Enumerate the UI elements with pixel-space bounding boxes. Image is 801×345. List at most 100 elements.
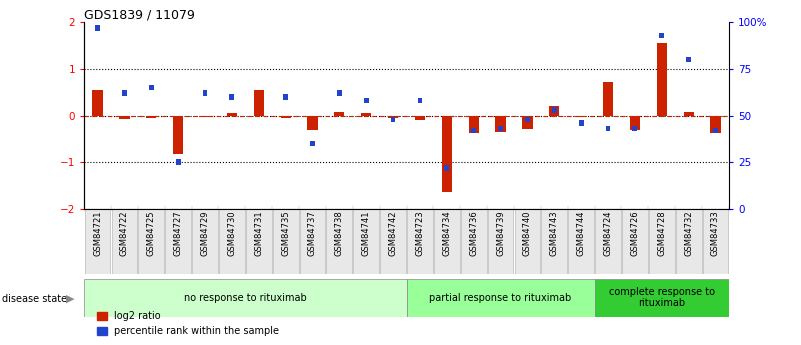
Text: GSM84741: GSM84741	[362, 211, 371, 256]
FancyBboxPatch shape	[407, 209, 433, 274]
Bar	[415, 116, 425, 120]
Bar	[149, 85, 154, 90]
Text: GSM84740: GSM84740	[523, 211, 532, 256]
Text: GSM84737: GSM84737	[308, 211, 317, 256]
Bar	[576, 116, 586, 117]
Bar	[441, 116, 452, 193]
Text: GSM84727: GSM84727	[174, 211, 183, 256]
FancyBboxPatch shape	[272, 209, 299, 274]
Bar	[280, 116, 291, 118]
Bar	[552, 107, 557, 113]
Bar	[227, 113, 237, 116]
Bar	[710, 116, 721, 133]
FancyBboxPatch shape	[406, 278, 594, 317]
FancyBboxPatch shape	[84, 278, 406, 317]
Text: GSM84734: GSM84734	[442, 211, 451, 256]
Bar	[92, 90, 103, 116]
Bar	[471, 128, 476, 133]
Text: no response to rituximab: no response to rituximab	[184, 293, 307, 303]
Text: GSM84733: GSM84733	[711, 211, 720, 256]
FancyBboxPatch shape	[300, 209, 325, 274]
FancyBboxPatch shape	[649, 209, 674, 274]
FancyBboxPatch shape	[139, 209, 164, 274]
Bar	[606, 126, 610, 131]
Bar	[683, 112, 694, 116]
FancyBboxPatch shape	[327, 209, 352, 274]
Text: GSM84736: GSM84736	[469, 211, 478, 256]
Bar	[200, 116, 210, 117]
FancyBboxPatch shape	[622, 209, 648, 274]
FancyBboxPatch shape	[541, 209, 567, 274]
Bar	[445, 165, 449, 170]
FancyBboxPatch shape	[488, 209, 513, 274]
Bar	[417, 98, 422, 104]
FancyBboxPatch shape	[676, 209, 702, 274]
Text: GSM84738: GSM84738	[335, 211, 344, 256]
FancyBboxPatch shape	[111, 209, 137, 274]
Bar	[308, 116, 317, 130]
Text: GSM84729: GSM84729	[200, 211, 210, 256]
Bar	[364, 98, 368, 104]
Text: GSM84743: GSM84743	[549, 211, 559, 256]
Bar	[334, 112, 344, 116]
Text: GSM84722: GSM84722	[120, 211, 129, 256]
Text: disease state: disease state	[2, 294, 66, 304]
Bar	[686, 57, 691, 62]
Text: GSM84730: GSM84730	[227, 211, 236, 256]
FancyBboxPatch shape	[192, 209, 218, 274]
FancyBboxPatch shape	[219, 209, 245, 274]
Text: GSM84728: GSM84728	[658, 211, 666, 256]
Bar	[633, 126, 638, 131]
Text: GDS1839 / 11079: GDS1839 / 11079	[84, 8, 195, 21]
Text: GSM84723: GSM84723	[416, 211, 425, 256]
Text: GSM84744: GSM84744	[577, 211, 586, 256]
Bar	[657, 43, 667, 116]
Bar	[203, 90, 207, 96]
Bar	[95, 25, 100, 31]
Bar	[469, 116, 479, 133]
Bar	[549, 106, 559, 116]
Bar	[630, 116, 640, 129]
Bar	[388, 116, 398, 118]
Bar	[284, 94, 288, 100]
FancyBboxPatch shape	[514, 209, 541, 274]
Text: partial response to rituximab: partial response to rituximab	[429, 293, 572, 303]
Text: GSM84735: GSM84735	[281, 211, 290, 256]
Bar	[173, 116, 183, 154]
Text: GSM84726: GSM84726	[630, 211, 639, 256]
Bar	[522, 116, 533, 129]
Bar	[337, 90, 342, 96]
Bar	[496, 116, 505, 132]
FancyBboxPatch shape	[246, 209, 272, 274]
Text: complete response to
rituximab: complete response to rituximab	[609, 287, 714, 308]
Bar	[498, 126, 503, 131]
Bar	[391, 117, 396, 122]
FancyBboxPatch shape	[434, 209, 460, 274]
Bar	[256, 10, 261, 16]
Text: GSM84725: GSM84725	[147, 211, 155, 256]
FancyBboxPatch shape	[702, 209, 728, 274]
Bar	[254, 90, 264, 116]
FancyBboxPatch shape	[165, 209, 191, 274]
Bar	[603, 82, 613, 116]
Text: GSM84732: GSM84732	[684, 211, 693, 256]
FancyBboxPatch shape	[461, 209, 486, 274]
FancyBboxPatch shape	[85, 209, 111, 274]
Text: GSM84742: GSM84742	[388, 211, 397, 256]
Bar	[122, 90, 127, 96]
Bar	[659, 33, 664, 38]
Bar	[310, 141, 315, 146]
Bar	[119, 116, 130, 119]
Legend: log2 ratio, percentile rank within the sample: log2 ratio, percentile rank within the s…	[93, 307, 284, 340]
Bar	[175, 159, 180, 165]
Bar	[146, 116, 156, 118]
Bar	[579, 120, 584, 126]
Text: GSM84739: GSM84739	[496, 211, 505, 256]
FancyBboxPatch shape	[380, 209, 406, 274]
Bar	[361, 113, 372, 116]
Text: GSM84724: GSM84724	[603, 211, 613, 256]
Bar	[525, 117, 529, 122]
Bar	[713, 128, 718, 133]
FancyBboxPatch shape	[594, 278, 729, 317]
Text: ▶: ▶	[66, 294, 74, 304]
